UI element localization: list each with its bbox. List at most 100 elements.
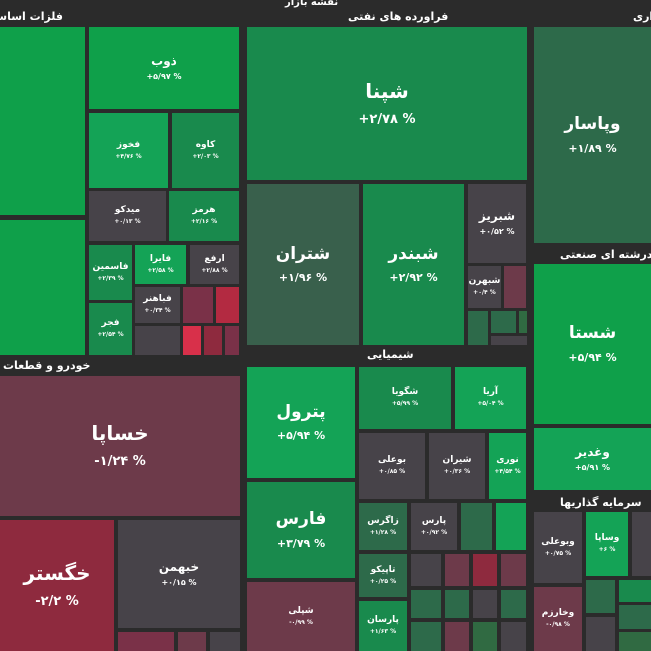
tile-name: شستا xyxy=(568,323,617,344)
tile-small[interactable] xyxy=(178,632,206,651)
tile-small[interactable] xyxy=(445,554,469,586)
tile-change: +۲/۷۸ % xyxy=(358,111,416,127)
tile-zob[interactable]: ذوب +۵/۹۷ % xyxy=(89,27,239,109)
tile-small[interactable] xyxy=(473,554,497,586)
sector-label-multi-industry[interactable]: چندرشته ای صنعتی xyxy=(560,248,651,261)
tile-left-1[interactable] xyxy=(0,27,85,215)
tile-faira[interactable]: فایرا +۲/۵۸ % xyxy=(135,245,186,284)
tile-petrol[interactable]: پترول +۵/۹۴ % xyxy=(247,367,355,478)
tile-name: کاوه xyxy=(195,139,216,150)
tile-small[interactable] xyxy=(445,590,469,618)
tile-small[interactable] xyxy=(468,311,488,345)
tile-name: شگویا xyxy=(391,387,419,398)
sector-label-metals[interactable]: فلزات اساسی xyxy=(0,10,63,23)
tile-change: +۴/۵۴ % xyxy=(494,468,521,476)
tile-parsan[interactable]: پارسان +۱/۶۳ % xyxy=(359,601,407,651)
tile-fajr[interactable]: فجر +۲/۵۴ % xyxy=(89,303,132,355)
tile-change: +۰/۳۶ % xyxy=(443,468,471,476)
tile-hormoz[interactable]: هرمز +۲/۱۶ % xyxy=(169,191,239,241)
tile-nori[interactable]: نوری +۴/۵۴ % xyxy=(489,433,526,499)
tile-shepna[interactable]: شپنا +۲/۷۸ % xyxy=(247,27,527,180)
tile-small[interactable] xyxy=(204,326,222,355)
tile-name: شبریز xyxy=(478,209,516,224)
tile-pars[interactable]: پارس +۰/۹۲ % xyxy=(411,503,457,550)
tile-change: +۰/۵۲ % xyxy=(479,227,515,237)
tile-shetran[interactable]: شتران +۱/۹۶ % xyxy=(247,184,359,345)
tile-arfe[interactable]: ارفع +۲/۸۸ % xyxy=(190,245,239,284)
tile-zagros[interactable]: زاگرس +۱/۲۸ % xyxy=(359,503,407,550)
tile-khsapa[interactable]: خساپا -۱/۲۴ % xyxy=(0,376,240,516)
tile-fasmin[interactable]: فاسمین +۲/۳۹ % xyxy=(89,245,132,300)
tile-small[interactable] xyxy=(473,590,497,618)
tile-fakhoz[interactable]: فخوز +۴/۷۶ % xyxy=(89,113,168,188)
tile-small[interactable] xyxy=(183,287,213,323)
tile-shasta[interactable]: شستا +۵/۹۴ % xyxy=(534,264,651,424)
tile-midko[interactable]: میدکو +۰/۱۳ % xyxy=(89,191,166,241)
tile-khbahman[interactable]: خبهمن +۰/۱۵ % xyxy=(118,520,240,628)
tile-small[interactable] xyxy=(619,605,651,629)
tile-name: بوعلی xyxy=(378,455,406,466)
tile-name: خگستر xyxy=(23,560,91,585)
tile-change: +۵/۹۷ % xyxy=(146,71,182,81)
sector-label-investment[interactable]: سرمایه گذاریها xyxy=(560,496,642,509)
tile-shebriz[interactable]: شبریز +۰/۵۲ % xyxy=(468,184,526,263)
tile-khegostar[interactable]: خگستر -۲/۲ % xyxy=(0,520,114,651)
tile-shebandar[interactable]: شبندر +۲/۹۲ % xyxy=(363,184,464,345)
tile-small[interactable] xyxy=(411,622,441,651)
tile-small[interactable] xyxy=(473,622,497,651)
tile-change: -۰/۹۹ % xyxy=(289,618,313,626)
tile-small[interactable] xyxy=(519,311,527,333)
tile-small[interactable] xyxy=(491,336,527,345)
tile-small[interactable] xyxy=(586,580,615,613)
tile-vaghadir[interactable]: وغدیر +۵/۹۱ % xyxy=(534,428,651,490)
tile-small[interactable] xyxy=(586,617,615,651)
tile-small[interactable] xyxy=(210,632,240,651)
tile-shiran[interactable]: شیران +۰/۳۶ % xyxy=(429,433,485,499)
tile-small[interactable] xyxy=(496,503,526,550)
tile-name: تاپیکو xyxy=(370,564,396,575)
tile-small[interactable] xyxy=(216,287,239,323)
tile-small[interactable] xyxy=(411,590,441,618)
tile-vapasar[interactable]: وپاسار +۱/۸۹ % xyxy=(534,27,651,243)
tile-small[interactable] xyxy=(411,554,441,586)
tile-fars[interactable]: فارس +۳/۷۹ % xyxy=(247,482,355,578)
tile-small[interactable] xyxy=(619,580,651,602)
tile-vabouali[interactable]: وبوعلی +۰/۷۵ % xyxy=(534,512,582,583)
tile-vasapa[interactable]: وساپا +۶ % xyxy=(586,512,628,576)
tile-small[interactable] xyxy=(632,512,651,576)
tile-vakharazm[interactable]: وخارزم -۰/۹۸ % xyxy=(534,587,582,651)
tile-change: +۱/۸۹ % xyxy=(568,141,617,155)
tile-small[interactable] xyxy=(501,622,526,651)
sector-label-auto[interactable]: خودرو و قطعات xyxy=(3,359,91,372)
tile-small[interactable] xyxy=(225,326,239,355)
tile-change: +۲/۰۳ % xyxy=(192,152,219,160)
tile-small[interactable] xyxy=(445,622,469,651)
tile-change: +۲/۵۴ % xyxy=(97,331,124,339)
tile-tapiko[interactable]: تاپیکو +۰/۲۵ % xyxy=(359,554,407,597)
tile-small[interactable] xyxy=(461,503,492,550)
tile-name: شبندر xyxy=(388,243,439,264)
tile-shebahran[interactable]: شبهرن +۰/۴ % xyxy=(468,266,501,308)
tile-left-2[interactable] xyxy=(0,220,85,355)
tile-small[interactable] xyxy=(501,590,526,618)
tile-small[interactable] xyxy=(619,632,651,651)
tile-change: +۰/۲۵ % xyxy=(369,577,397,585)
tile-sheli[interactable]: شپلی -۰/۹۹ % xyxy=(247,582,355,651)
tile-fabahonar[interactable]: فباهنر +۰/۳۴ % xyxy=(135,287,180,323)
tile-buali[interactable]: بوعلی +۰/۸۵ % xyxy=(359,433,425,499)
tile-small[interactable] xyxy=(501,554,526,586)
tile-change: +۱/۲۸ % xyxy=(369,528,397,536)
tile-small[interactable] xyxy=(491,311,516,333)
sector-label-chemical[interactable]: شیمیایی xyxy=(367,348,414,361)
tile-change: +۵/۹۴ % xyxy=(276,429,326,443)
sector-label-refinery[interactable]: فراورده های نفتی xyxy=(348,10,449,23)
sector-label-partial[interactable]: اری xyxy=(633,10,651,23)
tile-small[interactable] xyxy=(183,326,201,355)
tile-small[interactable] xyxy=(118,632,174,651)
tile-shegooya[interactable]: شگویا +۵/۹۹ % xyxy=(359,367,451,429)
tile-change: +۱/۹۶ % xyxy=(278,271,328,285)
tile-small[interactable] xyxy=(504,266,526,308)
tile-arya[interactable]: آریا +۵/۰۴ % xyxy=(455,367,526,429)
tile-kave[interactable]: کاوه +۲/۰۳ % xyxy=(172,113,239,188)
tile-small[interactable] xyxy=(135,326,180,355)
